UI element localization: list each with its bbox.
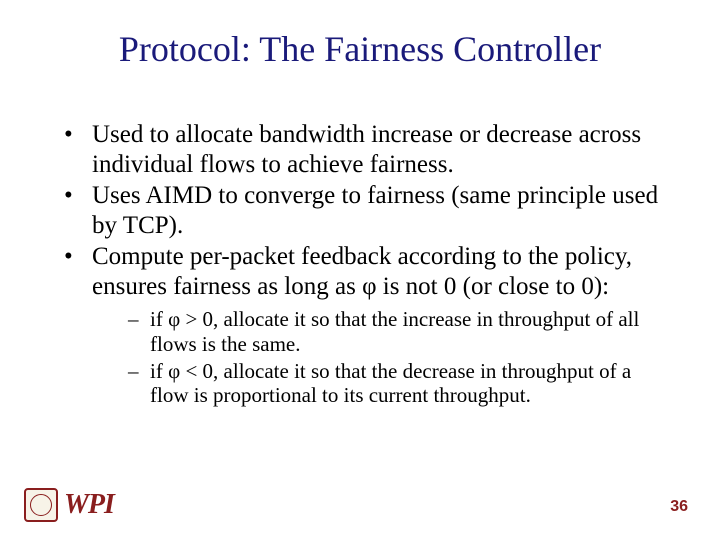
page-number: 36 [670, 498, 688, 516]
bullet-text: Used to allocate bandwidth increase or d… [92, 121, 641, 178]
wpi-wordmark: WPI [64, 489, 114, 521]
slide-body: Used to allocate bandwidth increase or d… [64, 120, 664, 410]
sub-bullet-text: if φ < 0, allocate it so that the decrea… [150, 359, 631, 408]
slide-title: Protocol: The Fairness Controller [0, 28, 720, 70]
bullet-item: Uses AIMD to converge to fairness (same … [64, 181, 664, 240]
sub-bullet-item: if φ > 0, allocate it so that the increa… [128, 307, 664, 357]
bullet-text: Compute per-packet feedback according to… [92, 243, 632, 300]
slide: Protocol: The Fairness Controller Used t… [0, 0, 720, 540]
wpi-logo: WPI [24, 488, 114, 522]
bullet-text: Uses AIMD to converge to fairness (same … [92, 182, 658, 239]
sub-bullet-list: if φ > 0, allocate it so that the increa… [92, 307, 664, 408]
sub-bullet-text: if φ > 0, allocate it so that the increa… [150, 307, 639, 356]
wpi-seal-icon [24, 488, 58, 522]
bullet-list: Used to allocate bandwidth increase or d… [64, 120, 664, 408]
bullet-item: Used to allocate bandwidth increase or d… [64, 120, 664, 179]
footer: WPI 36 [24, 482, 696, 522]
sub-bullet-item: if φ < 0, allocate it so that the decrea… [128, 359, 664, 409]
bullet-item: Compute per-packet feedback according to… [64, 242, 664, 408]
